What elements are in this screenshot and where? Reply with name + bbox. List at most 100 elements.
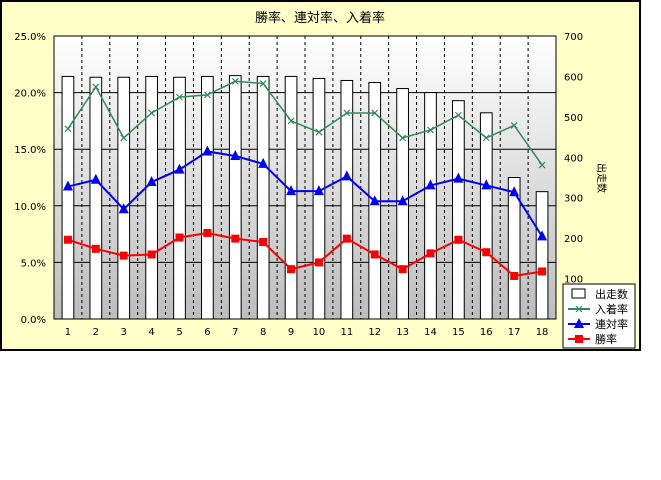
bar [228, 75, 242, 320]
x-tick-label: 11 [340, 327, 353, 338]
point-triangle [341, 170, 352, 181]
bar [256, 75, 270, 320]
point-square [538, 267, 547, 276]
series-line [67, 80, 543, 166]
point-triangle [425, 179, 436, 190]
x-tick-label: 15 [452, 327, 465, 338]
point-triangle [230, 149, 241, 160]
y-tick-label-right: 300 [564, 194, 583, 205]
legend-label: 勝率 [595, 332, 617, 346]
legend-marker [575, 305, 583, 313]
point-x [482, 134, 490, 142]
point-x [120, 134, 128, 142]
point-square [426, 249, 435, 258]
point-square [259, 238, 268, 247]
legend-marker [574, 318, 584, 328]
series-line [67, 150, 543, 237]
y-tick-label-right: 200 [564, 234, 583, 245]
x-tick-label: 1 [65, 327, 71, 338]
y-tick-label-right: 100 [564, 275, 583, 286]
point-triangle [146, 176, 157, 187]
point-x [315, 128, 323, 136]
bar [61, 75, 75, 320]
point-square [119, 251, 128, 260]
point-square [454, 235, 463, 244]
x-tick-label: 14 [424, 327, 437, 338]
bar [452, 100, 465, 320]
point-triangle [174, 163, 185, 174]
legend-label: 出走数 [595, 287, 628, 301]
point-triangle [62, 180, 73, 191]
point-square [342, 234, 351, 243]
x-tick-label: 3 [121, 327, 127, 338]
right-axis-label: 出走数 [595, 163, 608, 193]
point-x [538, 161, 546, 169]
bar [507, 177, 521, 320]
point-x [176, 93, 183, 101]
point-x [92, 83, 100, 91]
legend-marker [575, 335, 583, 343]
point-square [147, 250, 156, 259]
point-triangle [202, 145, 213, 156]
point-x [64, 125, 72, 133]
point-square [510, 271, 519, 280]
plot-area: 0.0% 5.0% 10.0% 15.0% 20.0% 25.0% 100 200 300 400… [14, 32, 583, 338]
chart-title: 勝率、連対率、入着率 [255, 10, 385, 26]
x-tick-label: 18 [536, 327, 549, 338]
point-x [371, 109, 379, 117]
point-triangle [453, 172, 464, 183]
point-square [63, 235, 72, 244]
x-tick-label: 12 [368, 327, 381, 338]
x-tick-label: 6 [204, 327, 210, 338]
y-tick-label-left: 25.0% [14, 32, 46, 43]
x-tick-label: 4 [148, 327, 154, 338]
y-tick-label-right: 400 [564, 153, 583, 164]
point-square [203, 228, 212, 237]
x-tick-label: 10 [313, 327, 326, 338]
point-x [343, 109, 351, 117]
y-tick-label-right: 700 [564, 32, 583, 43]
bar [424, 92, 437, 320]
point-square [175, 233, 184, 242]
x-tick-label: 5 [176, 327, 182, 338]
y-tick-label-left: 15.0% [14, 145, 46, 156]
point-triangle [258, 157, 269, 168]
y-tick-label-left: 10.0% [14, 202, 46, 213]
point-x [287, 117, 295, 125]
point-x [231, 77, 239, 85]
bar [145, 75, 158, 320]
y-tick-label-right: 500 [564, 113, 583, 124]
legend-label: 連対率 [595, 317, 628, 331]
point-x [399, 134, 407, 142]
point-triangle [118, 203, 129, 214]
y-tick-label-left: 20.0% [14, 89, 46, 100]
point-square [287, 265, 296, 274]
x-tick-label: 7 [232, 327, 238, 338]
point-triangle [369, 195, 380, 206]
y-tick-label-right: 600 [564, 72, 583, 83]
bar [201, 75, 214, 320]
x-tick-label: 17 [508, 327, 521, 338]
series-line [67, 231, 543, 278]
point-triangle [313, 185, 324, 196]
x-tick-label: 13 [396, 327, 409, 338]
legend-swatch-bar [571, 288, 586, 299]
x-tick-label: 16 [480, 327, 493, 338]
point-square [370, 250, 379, 259]
bar [284, 75, 298, 320]
y-tick-label-left: 0.0% [21, 315, 46, 326]
point-x [148, 109, 156, 117]
point-square [398, 265, 407, 274]
point-square [314, 258, 323, 267]
bar [479, 112, 493, 320]
bar [535, 191, 549, 320]
point-x [203, 91, 211, 99]
point-triangle [481, 179, 492, 190]
point-triangle [397, 195, 408, 206]
point-x [259, 80, 267, 87]
point-square [482, 248, 491, 257]
point-square [91, 244, 100, 253]
x-tick-label: 2 [93, 327, 99, 338]
